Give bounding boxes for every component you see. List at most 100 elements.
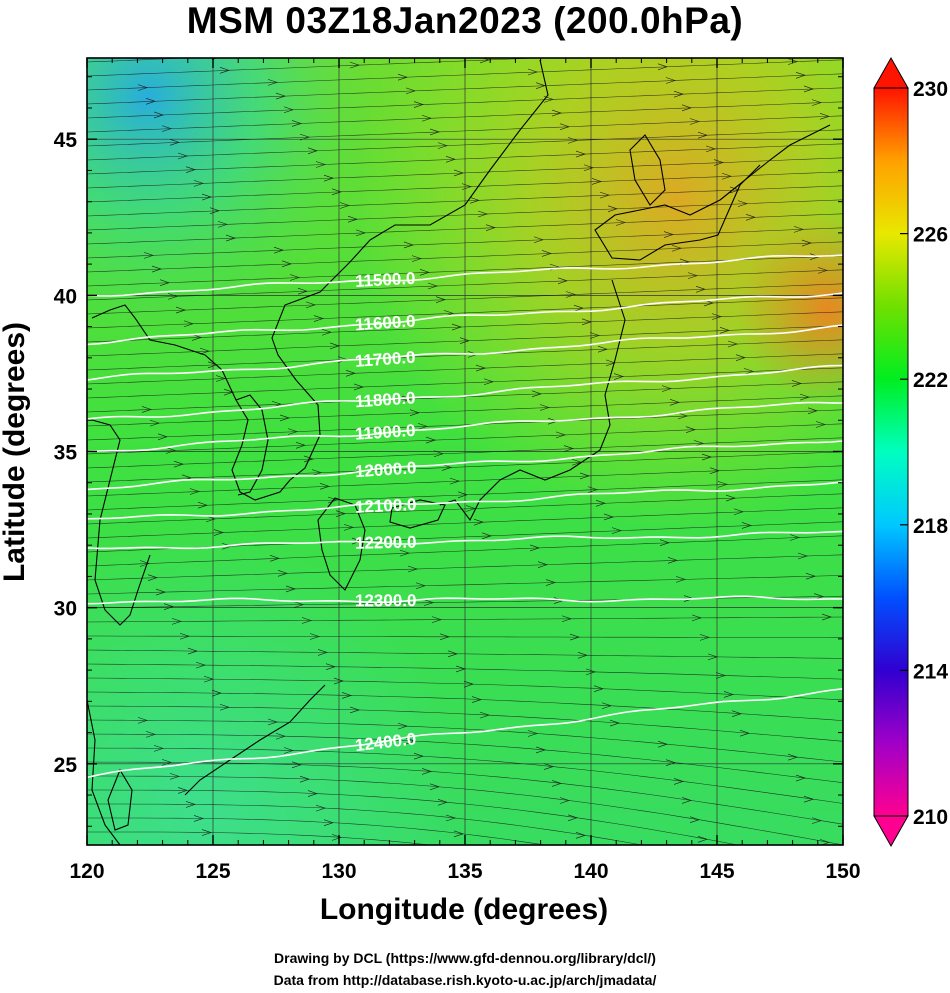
streamline-arrow [610, 58, 611, 59]
contour-line [87, 254, 843, 297]
contour-label: 11500.0 [355, 269, 416, 291]
streamline-arrow [607, 205, 618, 213]
streamline-arrow [711, 313, 722, 320]
streamline-arrow [401, 395, 412, 403]
streamline [87, 143, 843, 175]
streamline-arrow [811, 817, 822, 824]
streamline-arrow [345, 369, 356, 377]
streamline-arrow [331, 834, 342, 841]
streamline-arrow [801, 239, 812, 247]
streamline-arrow [315, 161, 326, 168]
x-tick-label: 150 [825, 860, 860, 883]
contour-line [87, 595, 843, 605]
streamline-arrow [593, 685, 604, 693]
streamline-arrow [739, 729, 750, 737]
contour-label: 12300.0 [355, 591, 417, 610]
streamline-arrow [681, 104, 692, 112]
streamline-arrow [165, 447, 176, 454]
streamline-arrow [421, 114, 432, 122]
streamline-arrow [349, 61, 360, 69]
streamline-arrow [693, 440, 704, 447]
streamline-arrow [745, 213, 756, 221]
streamline-arrow [543, 763, 554, 770]
contour-line [87, 530, 843, 550]
y-tick-label: 35 [54, 442, 78, 465]
streamline-arrow [183, 320, 194, 328]
streamline-arrow [699, 634, 710, 641]
streamline [87, 395, 843, 427]
streamline-arrow [399, 549, 410, 557]
contour-label: 11600.0 [354, 312, 416, 335]
streamline-arrow [275, 732, 286, 740]
coast-shikoku [389, 499, 446, 529]
streamline-arrow [213, 529, 224, 536]
streamline [87, 255, 843, 287]
x-axis: 120 125 130 135 140 145 150 [69, 58, 861, 883]
streamline-arrow [589, 332, 600, 339]
contour-label: 11700.0 [354, 348, 416, 371]
streamline-arrow [471, 696, 482, 703]
streamline-arrow [353, 383, 364, 391]
streamline-arrow [701, 453, 712, 461]
streamline-arrow [435, 296, 446, 303]
streamline-arrow [605, 359, 616, 367]
streamline-arrow [795, 774, 806, 782]
coast-korea [235, 394, 269, 496]
streamline-arrow [531, 390, 542, 398]
streamline [87, 554, 843, 581]
streamline-arrow [551, 780, 562, 787]
streamline-arrow [689, 118, 700, 125]
streamline-arrow [697, 131, 708, 139]
credit-data: Data from http://database.rish.kyoto-u.a… [273, 972, 657, 988]
streamline-arrow [599, 191, 610, 199]
y-axis-label: Latitude (degrees) [0, 321, 31, 583]
streamline [87, 115, 843, 147]
streamline-arrow [139, 560, 150, 567]
streamline-arrow [615, 219, 626, 226]
streamline-arrow [193, 815, 204, 822]
streamline-arrow [657, 63, 668, 71]
streamline-arrow [331, 188, 342, 196]
streamline-arrow [153, 111, 164, 119]
streamline [87, 409, 843, 441]
streamline-arrow [535, 746, 546, 754]
colorbar-min-triangle [873, 815, 909, 848]
streamline-arrow [727, 340, 738, 348]
streamline-arrow [429, 783, 440, 791]
streamline [87, 479, 843, 511]
streamline-arrow [819, 113, 830, 120]
streamline-arrow [157, 433, 168, 441]
streamline-arrow [462, 847, 471, 853]
streamline-arrow [219, 67, 230, 74]
streamline-arrow [559, 123, 570, 131]
streamline-arrow [287, 428, 298, 435]
streamline [87, 775, 843, 845]
streamline-arrow [591, 178, 602, 185]
streamline-arrow [397, 722, 408, 730]
streamline [87, 747, 843, 804]
streamline-arrow [413, 752, 424, 760]
streamline-arrow [561, 615, 572, 623]
streamline-arrow [665, 77, 676, 84]
contour-line [87, 324, 843, 381]
streamline-arrow [697, 836, 708, 843]
streamline [87, 437, 843, 469]
streamline-arrow [721, 172, 732, 180]
streamline-arrow [789, 534, 800, 541]
streamline-arrow [709, 467, 720, 475]
streamline [87, 129, 843, 161]
streamline-arrow [483, 378, 494, 386]
streamline-arrow [201, 193, 212, 201]
streamline [87, 353, 843, 385]
streamline-arrow [477, 210, 488, 218]
streamline-arrow [407, 565, 418, 573]
contour-line [87, 481, 843, 520]
streamline-arrow [185, 166, 196, 173]
streamline-arrow [527, 68, 538, 76]
streamline-arrow [209, 207, 220, 215]
streamline-arrow [735, 354, 746, 361]
streamline-arrow [403, 241, 414, 249]
map-title: MSM 03Z18Jan2023 (200.0hPa) [186, 0, 744, 41]
streamline-arrow [541, 250, 552, 257]
colorbar-tick-label: 222 [913, 369, 948, 392]
